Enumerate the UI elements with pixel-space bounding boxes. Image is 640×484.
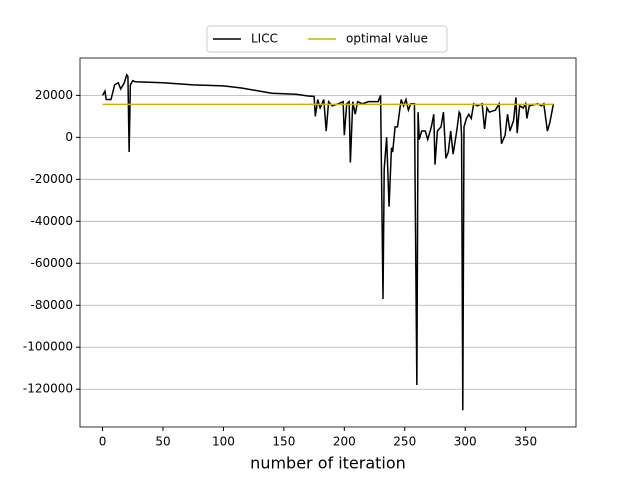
y-tick-label: 20000 xyxy=(35,88,73,102)
y-tick-label: -120000 xyxy=(23,382,73,396)
x-tick-label: 300 xyxy=(454,435,477,449)
x-tick-label: 100 xyxy=(212,435,235,449)
y-tick-label: -80000 xyxy=(30,298,73,312)
x-axis-label: number of iteration xyxy=(250,454,406,473)
y-tick-label: -60000 xyxy=(30,256,73,270)
x-tick-label: 50 xyxy=(155,435,170,449)
x-tick-label: 200 xyxy=(333,435,356,449)
x-tick-label: 0 xyxy=(99,435,107,449)
y-tick-label: -40000 xyxy=(30,214,73,228)
y-tick-label: -20000 xyxy=(30,172,73,186)
legend-label: optimal value xyxy=(346,32,428,46)
x-tick-label: 350 xyxy=(514,435,537,449)
y-tick-label: -100000 xyxy=(23,340,73,354)
x-tick-label: 150 xyxy=(272,435,295,449)
y-tick-label: 0 xyxy=(65,130,73,144)
plot-frame xyxy=(79,57,577,428)
x-tick-label: 250 xyxy=(393,435,416,449)
legend-label: LICC xyxy=(251,32,278,46)
